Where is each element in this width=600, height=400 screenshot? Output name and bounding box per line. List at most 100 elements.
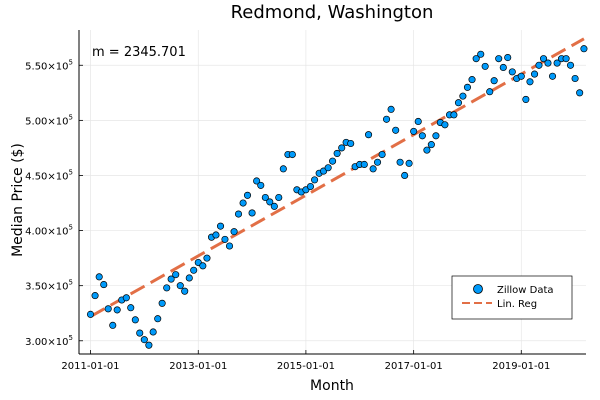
data-point xyxy=(472,55,480,63)
data-point xyxy=(257,181,265,189)
data-point xyxy=(221,235,229,243)
y-tick-label: 4.00×105 xyxy=(25,224,73,238)
legend: Zillow Data Lin. Reg xyxy=(451,275,573,320)
data-point xyxy=(199,262,207,270)
data-point xyxy=(338,144,346,152)
data-point xyxy=(113,306,121,314)
legend-marker-zillow xyxy=(473,284,483,294)
data-point xyxy=(158,299,166,307)
tick-labels: 2011-01-01 2013-01-01 2015-01-01 2017-01-01… xyxy=(25,58,550,372)
data-point xyxy=(427,141,435,149)
data-point xyxy=(239,199,247,207)
data-point xyxy=(392,126,400,134)
data-point xyxy=(311,176,319,184)
data-point xyxy=(382,115,391,123)
data-point xyxy=(122,294,130,302)
grid-lines xyxy=(79,30,586,354)
data-point xyxy=(288,150,296,159)
data-point xyxy=(95,273,103,281)
data-point xyxy=(216,222,225,230)
data-point xyxy=(405,159,413,167)
data-point xyxy=(266,198,274,206)
data-point xyxy=(230,228,238,236)
plot-area xyxy=(86,37,588,349)
data-point xyxy=(432,132,440,140)
data-point xyxy=(163,284,171,292)
axes xyxy=(78,30,586,355)
data-point xyxy=(562,55,570,63)
data-point xyxy=(544,59,552,67)
data-point xyxy=(463,83,472,91)
data-point xyxy=(145,341,153,349)
data-point xyxy=(504,54,512,62)
data-point xyxy=(418,132,426,140)
data-point xyxy=(566,61,575,69)
data-point xyxy=(234,210,243,218)
data-point xyxy=(530,70,539,78)
x-tick-label: 2017-01-01 xyxy=(385,361,443,372)
data-point xyxy=(253,177,261,185)
y-axis-label: Median Price ($) xyxy=(10,143,26,257)
data-point xyxy=(535,61,543,69)
data-point xyxy=(459,92,467,100)
data-point xyxy=(360,160,368,168)
data-point xyxy=(477,50,485,58)
y-tick-label: 4.50×105 xyxy=(25,168,73,182)
data-point xyxy=(410,127,418,135)
y-tick-label: 5.00×105 xyxy=(25,113,73,127)
x-tick-label: 2019-01-01 xyxy=(492,361,550,372)
data-point xyxy=(369,165,377,173)
data-point xyxy=(414,117,422,126)
x-axis-label: Month xyxy=(310,378,354,394)
data-point xyxy=(248,209,256,217)
legend-box xyxy=(451,275,573,320)
x-tick-label: 2013-01-01 xyxy=(169,361,227,372)
data-point xyxy=(329,157,337,165)
data-point xyxy=(149,328,157,336)
chart-title: Redmond, Washington xyxy=(231,2,434,23)
data-point xyxy=(136,329,144,337)
data-point xyxy=(490,77,498,85)
data-point xyxy=(279,165,287,173)
data-point xyxy=(243,191,252,199)
data-point xyxy=(203,254,211,262)
data-point xyxy=(486,88,494,96)
data-point xyxy=(176,282,184,290)
data-point xyxy=(454,99,463,107)
data-point xyxy=(539,55,548,63)
data-point xyxy=(167,275,175,283)
data-point xyxy=(225,242,234,250)
data-point xyxy=(526,78,534,86)
data-point xyxy=(576,89,584,97)
data-point xyxy=(517,72,525,80)
data-point xyxy=(91,292,99,300)
data-point xyxy=(580,45,588,53)
data-point xyxy=(109,321,117,329)
data-point xyxy=(100,281,108,289)
y-tick-label: 5.50×105 xyxy=(25,58,73,72)
data-point xyxy=(172,271,180,279)
data-point xyxy=(396,158,404,166)
data-point xyxy=(387,105,395,113)
data-point xyxy=(212,231,220,239)
data-point xyxy=(127,304,135,312)
data-point xyxy=(401,171,409,180)
data-point xyxy=(185,274,193,282)
data-point xyxy=(522,95,530,103)
data-point xyxy=(423,146,431,154)
slope-annotation: m = 2345.701 xyxy=(92,45,186,60)
data-point xyxy=(190,266,198,274)
data-point xyxy=(261,193,269,202)
data-point xyxy=(441,121,449,129)
data-point xyxy=(548,72,557,80)
data-point xyxy=(553,59,561,67)
data-point xyxy=(333,149,341,157)
y-tick-label: 3.50×105 xyxy=(25,279,73,293)
data-point xyxy=(495,55,503,63)
data-point xyxy=(275,193,283,202)
data-point xyxy=(86,310,95,318)
data-point xyxy=(324,164,332,172)
data-point xyxy=(508,68,516,76)
data-point xyxy=(373,158,382,166)
